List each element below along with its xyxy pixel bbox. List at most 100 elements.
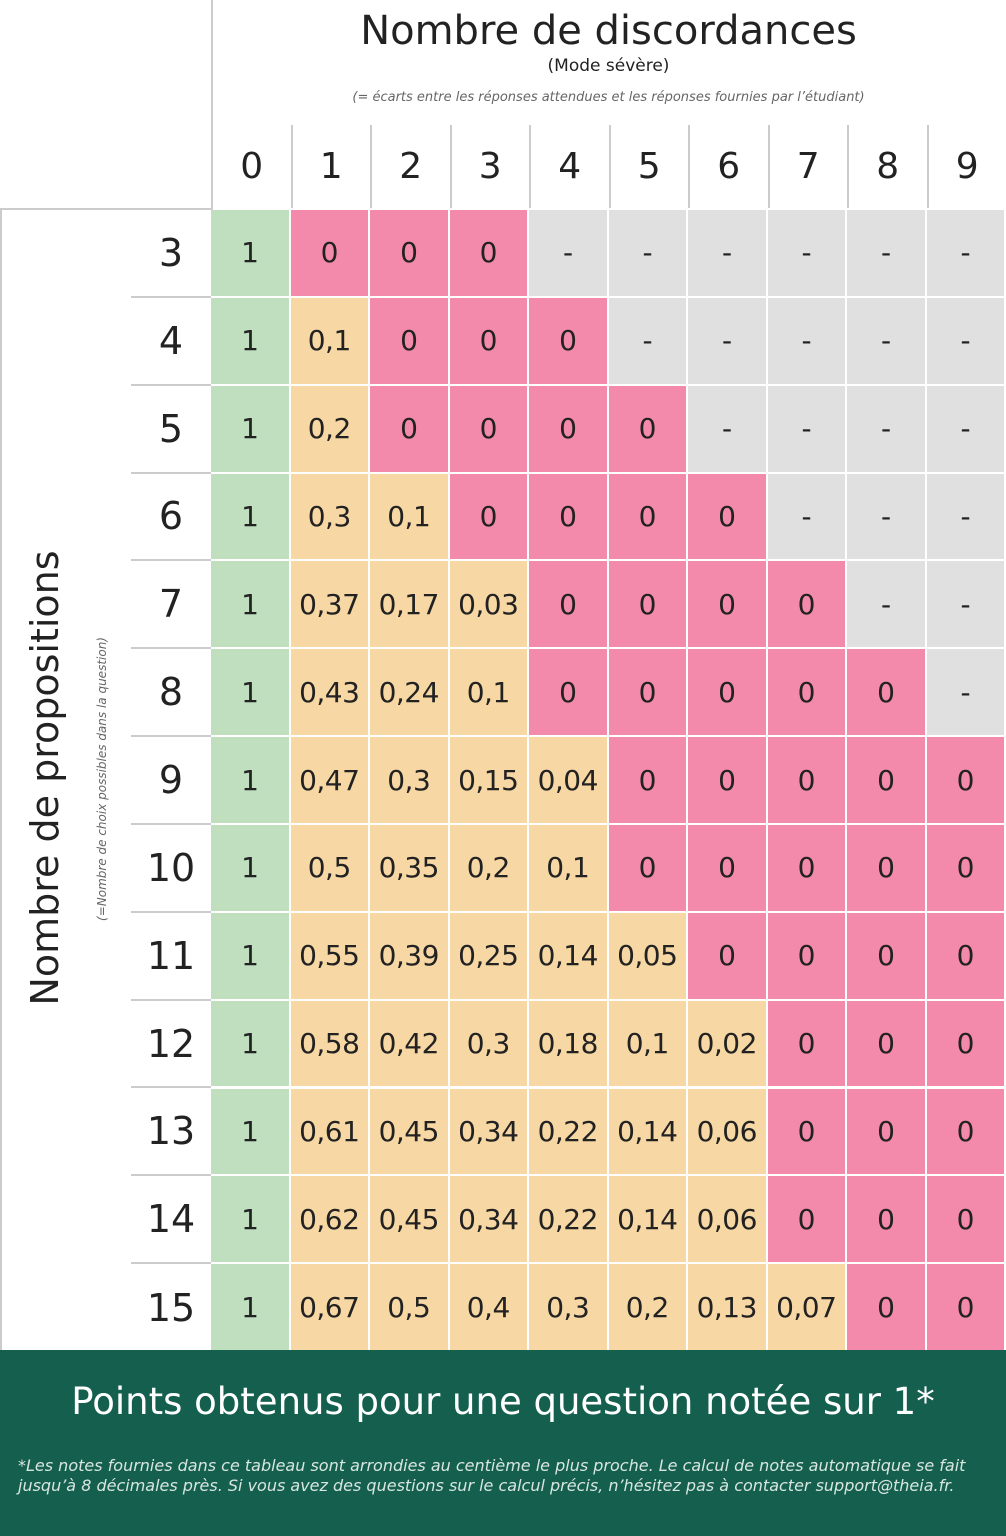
cell: 0,22 [529, 1088, 609, 1177]
cell: 0 [529, 561, 609, 650]
cell: 0,14 [608, 1176, 688, 1265]
cell: 0 [688, 824, 768, 913]
cell: 0 [608, 649, 688, 738]
cell: - [926, 473, 1006, 562]
cell: 0,14 [608, 1088, 688, 1177]
cell: 0 [608, 473, 688, 562]
cell: 0 [449, 473, 529, 562]
cell: 0 [767, 1000, 847, 1089]
cell: 0 [608, 824, 688, 913]
column-label: 8 [847, 125, 927, 208]
cell: - [608, 210, 688, 298]
cell: 0,1 [608, 1000, 688, 1089]
cell: 1 [211, 473, 291, 562]
cell: 1 [211, 737, 291, 825]
cell: 0 [529, 297, 609, 386]
cell: 1 [211, 561, 291, 650]
cell: - [767, 473, 847, 562]
row-label: 8 [131, 649, 211, 738]
cell: 0,1 [290, 297, 370, 386]
cell: 0 [370, 210, 450, 298]
cell: 0,17 [370, 561, 450, 650]
cell: 0,3 [290, 473, 370, 562]
cell: - [767, 297, 847, 386]
cell: 0,47 [290, 737, 370, 825]
cell: 0,39 [370, 912, 450, 1001]
cell: 0,05 [608, 912, 688, 1001]
cell: - [529, 210, 609, 298]
column-label: 9 [926, 125, 1006, 208]
footer-note: *Les notes fournies dans ce tableau sont… [18, 1456, 966, 1495]
header-note: (= écarts entre les réponses attendues e… [352, 90, 865, 105]
cell: 0,14 [529, 912, 609, 1001]
cell: - [688, 297, 768, 386]
footer: Points obtenus pour une question notée s… [0, 1350, 1006, 1536]
row-label: 13 [131, 1089, 211, 1177]
cell: - [926, 210, 1006, 298]
cell: 0 [688, 737, 768, 825]
column-label: 2 [370, 125, 450, 208]
divider [211, 0, 213, 210]
cell: 0 [688, 561, 768, 650]
cell: 0 [767, 912, 847, 1001]
cell: 0 [370, 297, 450, 386]
cell: 0,25 [449, 912, 529, 1001]
cell: 0,07 [767, 1264, 847, 1353]
row-label: 7 [131, 561, 211, 650]
cell: 0,06 [688, 1176, 768, 1265]
row-label: 6 [131, 474, 211, 562]
cell: 0 [608, 737, 688, 825]
cell: 0,3 [449, 1000, 529, 1089]
cell: 1 [211, 1088, 291, 1177]
row-label: 9 [131, 737, 211, 825]
cell: 0 [449, 385, 529, 474]
cell: 1 [211, 1264, 291, 1353]
cell: 0 [290, 210, 370, 298]
cell: - [847, 297, 927, 386]
cell: 0 [847, 824, 927, 913]
cell: 0,2 [608, 1264, 688, 1353]
cell: 0 [926, 1264, 1006, 1353]
cell: 0,4 [449, 1264, 529, 1353]
cell: 0,03 [449, 561, 529, 650]
cell: 0 [529, 649, 609, 738]
cell: 0,61 [290, 1088, 370, 1177]
cell: 0 [926, 1176, 1006, 1265]
cell: 0 [847, 649, 927, 738]
cell: 0,18 [529, 1000, 609, 1089]
cell: 0 [529, 473, 609, 562]
cell: 1 [211, 824, 291, 913]
cell: 0 [608, 385, 688, 474]
cell: 0,62 [290, 1176, 370, 1265]
cell: - [767, 210, 847, 298]
cell: 0,3 [370, 737, 450, 825]
cell: 0,67 [290, 1264, 370, 1353]
cell: 0 [370, 385, 450, 474]
row-label: 3 [131, 210, 211, 298]
row-label: 5 [131, 386, 211, 474]
cell: 0 [767, 1176, 847, 1265]
cell: 0 [767, 649, 847, 738]
cell: 0 [449, 297, 529, 386]
row-label: 12 [131, 1001, 211, 1089]
row-header-title: Nombre de propositions [23, 550, 67, 1006]
cell: 0,58 [290, 1000, 370, 1089]
cell: - [926, 649, 1006, 738]
cell: 0,45 [370, 1176, 450, 1265]
cell: - [608, 297, 688, 386]
cell: - [926, 297, 1006, 386]
footer-title: Points obtenus pour une question notée s… [71, 1380, 935, 1423]
cell: 0,2 [290, 385, 370, 474]
cell: 0,34 [449, 1176, 529, 1265]
cell: 0,2 [449, 824, 529, 913]
column-label: 3 [449, 125, 530, 208]
cell: 0 [847, 737, 927, 825]
header-title: Nombre de discordances [360, 8, 857, 54]
cell: - [926, 561, 1006, 650]
cell: 0,35 [370, 824, 450, 913]
cell: 0 [767, 1088, 847, 1177]
cell: 0,34 [449, 1088, 529, 1177]
cell: 0,43 [290, 649, 370, 738]
cell: 1 [211, 1176, 291, 1265]
